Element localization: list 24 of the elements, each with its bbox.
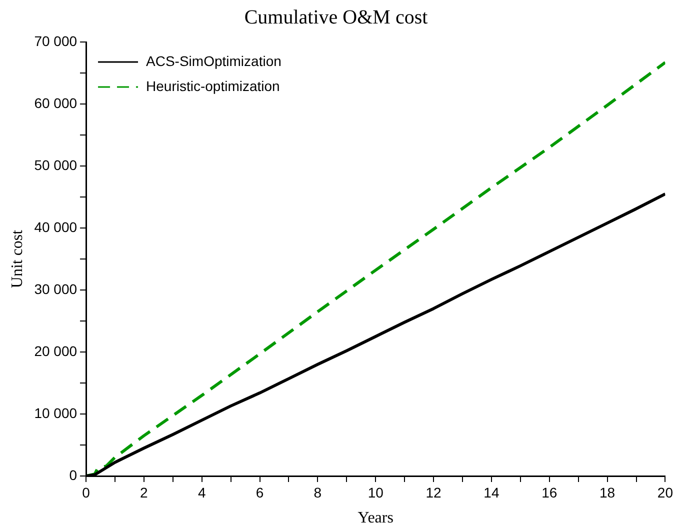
y-tick-label: 20 000	[34, 342, 78, 359]
y-tick-label: 0	[69, 466, 78, 483]
x-axis-title: Years	[358, 510, 394, 527]
x-tick-label: 2	[140, 484, 148, 500]
x-tick-label: 4	[198, 484, 206, 500]
y-tick-label: 50 000	[34, 156, 78, 173]
y-axis-title: Unit cost	[8, 229, 26, 288]
x-tick-label: 6	[256, 484, 264, 500]
x-tick-label: 0	[82, 484, 90, 500]
x-tick-label: 12	[426, 484, 442, 500]
x-tick-label: 8	[314, 484, 322, 500]
y-tick-label: 70 000	[34, 32, 78, 49]
x-tick-label: 20	[657, 484, 674, 500]
y-tick-label: 40 000	[34, 218, 78, 235]
x-tick-label: 14	[484, 484, 500, 500]
legend-label: ACS-SimOptimization	[146, 52, 282, 69]
y-tick-label: 60 000	[34, 94, 78, 111]
y-tick-label: 10 000	[34, 404, 78, 421]
y-tick-label: 30 000	[34, 280, 78, 297]
x-tick-label: 18	[600, 484, 616, 500]
chart-title: Cumulative O&M cost	[244, 6, 428, 28]
x-tick-label: 16	[542, 484, 558, 500]
legend-label: Heuristic-optimization	[146, 78, 280, 94]
x-tick-label: 10	[368, 484, 384, 500]
